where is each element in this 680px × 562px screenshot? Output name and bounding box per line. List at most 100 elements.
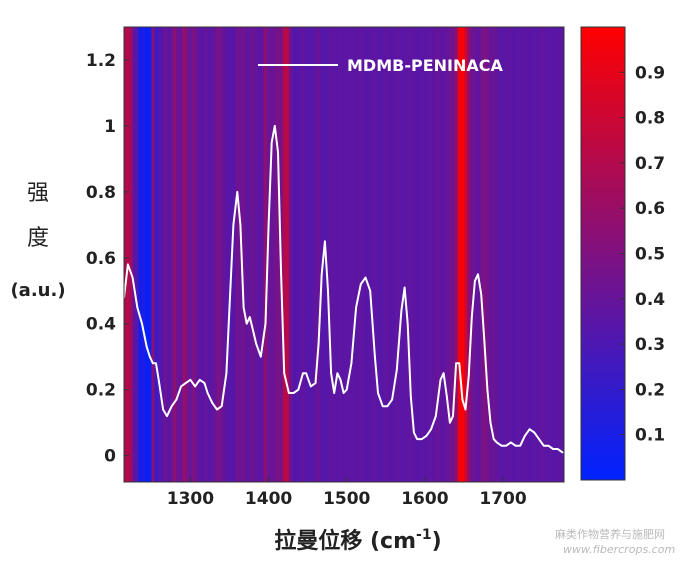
data-point xyxy=(203,382,206,384)
heatmap-band xyxy=(473,27,478,482)
plot-frame xyxy=(123,26,565,483)
data-point xyxy=(452,415,454,417)
heatmap-band xyxy=(520,27,524,482)
data-point xyxy=(374,355,376,358)
heatmap-band xyxy=(404,27,409,482)
data-point xyxy=(310,385,312,388)
data-point xyxy=(292,392,295,394)
heatmap-band xyxy=(223,27,227,482)
heatmap-band xyxy=(510,27,515,482)
data-point xyxy=(170,405,173,408)
data-point xyxy=(486,388,489,391)
y-axis-label-unit: (a.u.) xyxy=(10,280,65,301)
heatmap-band xyxy=(498,27,503,482)
data-point xyxy=(400,309,403,312)
heatmap-band xyxy=(463,27,468,482)
data-point xyxy=(141,322,143,325)
heatmap-band xyxy=(191,27,196,482)
data-point xyxy=(556,448,559,450)
heatmap-band xyxy=(310,27,315,482)
heatmap-band xyxy=(232,27,237,482)
x-axis-label: 拉曼位移 (cm-1) xyxy=(274,527,441,554)
data-point xyxy=(413,431,415,434)
heatmap-band xyxy=(326,27,331,482)
data-point xyxy=(136,306,139,309)
heatmap-band xyxy=(529,27,534,482)
heatmap-band xyxy=(479,27,484,482)
x-tick-label: 1600 xyxy=(401,489,448,509)
x-axis-label-close: ) xyxy=(432,529,442,554)
data-point xyxy=(249,316,251,318)
data-point xyxy=(302,372,304,375)
heatmap-band xyxy=(417,27,421,482)
heatmap-band xyxy=(242,27,246,482)
y-tick-label: 1 xyxy=(104,117,116,137)
heatmap-band xyxy=(307,27,312,482)
data-point xyxy=(467,375,470,378)
data-point xyxy=(510,441,512,444)
heatmap-band xyxy=(410,27,415,482)
heatmap-band xyxy=(388,27,393,482)
watermark-line2: www.fibercrops.com xyxy=(563,543,675,556)
data-point xyxy=(336,372,339,375)
heatmap-band xyxy=(548,27,553,482)
data-point xyxy=(386,405,389,408)
heatmap-band xyxy=(485,27,490,482)
data-point xyxy=(320,273,323,276)
heatmap-band xyxy=(170,27,174,482)
data-point xyxy=(360,283,362,286)
heatmap-band xyxy=(401,27,406,482)
heatmap-band xyxy=(476,27,481,482)
heatmap-band xyxy=(407,27,412,482)
heatmap-band xyxy=(135,27,140,482)
data-point xyxy=(430,428,432,431)
heatmap-band xyxy=(513,27,518,482)
data-point xyxy=(152,362,154,365)
data-point xyxy=(474,280,476,282)
x-axis: 1300 1400 1500 1600 1700 xyxy=(167,477,527,509)
data-point xyxy=(500,444,503,447)
legend-label-mdmb-peninaca: MDMB-PENINACA xyxy=(347,56,503,75)
heatmap-band xyxy=(329,27,334,482)
data-point xyxy=(274,125,276,127)
y-tick-label: 0.2 xyxy=(86,381,116,401)
heatmap-band xyxy=(342,27,346,482)
heatmap-band xyxy=(317,27,321,482)
data-point xyxy=(505,444,508,447)
heatmap-band xyxy=(335,27,340,482)
heatmap-band xyxy=(354,27,359,482)
heatmap-band xyxy=(163,27,168,482)
heatmap-band xyxy=(460,27,465,482)
data-point xyxy=(396,369,398,371)
data-point xyxy=(242,306,245,309)
y-tick-label: 0 xyxy=(104,447,116,467)
data-point xyxy=(496,441,498,444)
heatmap-band xyxy=(298,27,303,482)
x-tick-label: 1700 xyxy=(479,489,526,509)
heatmap-band xyxy=(332,27,337,482)
heatmap-band xyxy=(313,27,318,482)
heatmap-band xyxy=(210,27,215,482)
x-tick-label: 1300 xyxy=(167,489,214,509)
heatmap-band xyxy=(235,27,240,482)
data-point xyxy=(267,224,270,226)
heatmap-band xyxy=(438,27,443,482)
heatmap-band xyxy=(367,27,371,482)
data-point xyxy=(547,444,550,447)
heatmap-band xyxy=(357,27,362,482)
data-point xyxy=(324,240,326,243)
heatmap-band xyxy=(285,27,290,482)
data-point xyxy=(288,392,290,394)
heatmap-band xyxy=(379,27,384,482)
data-point xyxy=(377,392,379,394)
heatmap-band xyxy=(138,27,143,482)
heatmap-band xyxy=(338,27,343,482)
data-point xyxy=(145,346,148,348)
data-point xyxy=(339,379,342,381)
data-point xyxy=(492,438,495,440)
watermark-line1: 麻类作物营养与施肥网 xyxy=(555,527,665,541)
data-point xyxy=(391,398,393,401)
colorbar-tick-label: 0.9 xyxy=(635,63,665,83)
data-point xyxy=(416,438,418,440)
heatmap-band xyxy=(495,27,499,482)
